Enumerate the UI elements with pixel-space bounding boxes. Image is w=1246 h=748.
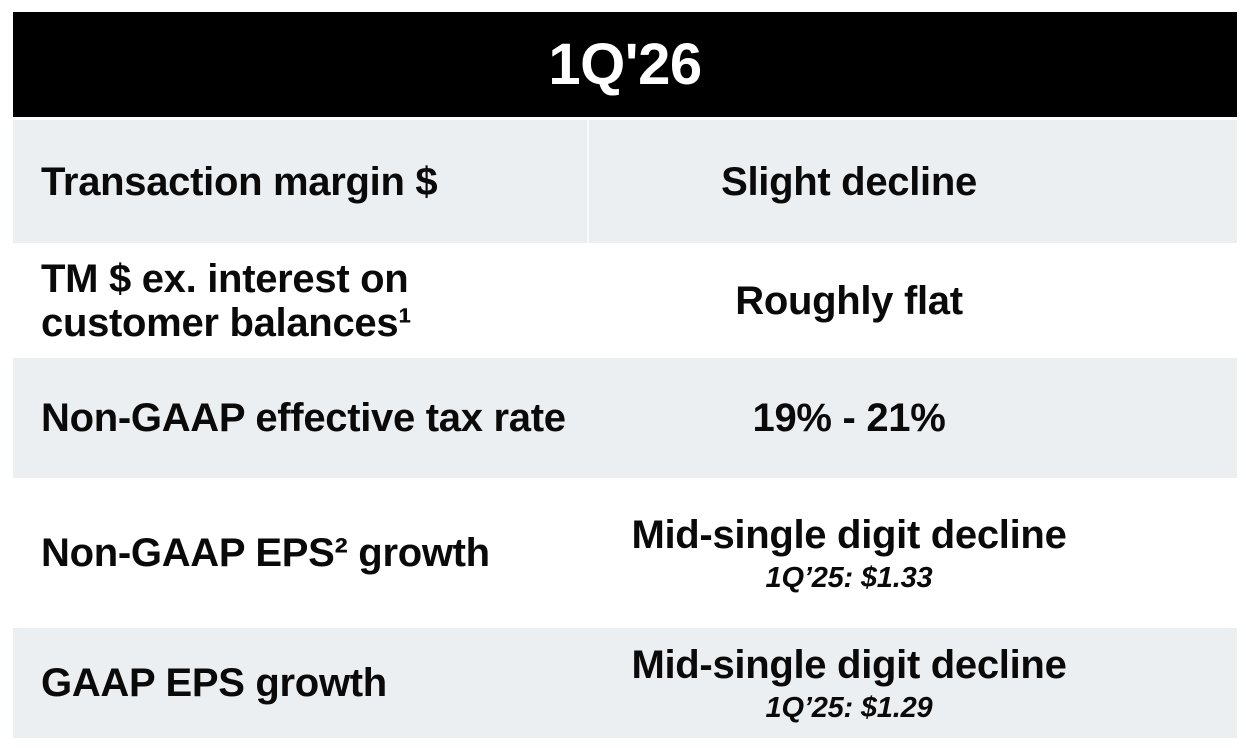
table-title: 1Q'26 (548, 32, 702, 97)
row-value: 19% - 21% (752, 396, 946, 440)
row-label: Non-GAAP effective tax rate (41, 396, 566, 440)
row-note: 1Q’25: $1.33 (765, 561, 933, 594)
row-value-cell: 19% - 21% (587, 358, 1237, 478)
row-label: TM $ ex. interest on customer balances¹ (41, 256, 412, 345)
row-label: Transaction margin $ (41, 159, 438, 204)
row-note: 1Q’25: $1.29 (765, 691, 933, 724)
row-value-cell: Mid-single digit decline 1Q’25: $1.29 (587, 628, 1237, 738)
table-row-tm-ex-interest: TM $ ex. interest on customer balances¹ … (13, 243, 1237, 358)
row-value-cell: Mid-single digit decline 1Q’25: $1.33 (587, 478, 1237, 628)
table-row-transaction-margin: Transaction margin $ Slight decline (13, 120, 1237, 243)
row-label: GAAP EPS growth (41, 661, 387, 705)
row-label: Non-GAAP EPS² growth (41, 531, 490, 575)
row-value: Roughly flat (735, 278, 963, 323)
row-value-cell: Slight decline (587, 120, 1237, 243)
column-divider (587, 120, 589, 243)
table-row-tax-rate: Non-GAAP effective tax rate 19% - 21% (13, 358, 1237, 478)
row-value: Mid-single digit decline (631, 642, 1067, 687)
table-row-gaap-eps: GAAP EPS growth Mid-single digit decline… (13, 628, 1237, 738)
row-value: Slight decline (721, 159, 977, 204)
row-value-cell: Roughly flat (587, 243, 1237, 358)
row-value: Mid-single digit decline (631, 512, 1067, 557)
guidance-table: 1Q'26 Transaction margin $ Slight declin… (13, 12, 1237, 738)
table-header: 1Q'26 (13, 12, 1237, 117)
table-row-non-gaap-eps: Non-GAAP EPS² growth Mid-single digit de… (13, 478, 1237, 628)
